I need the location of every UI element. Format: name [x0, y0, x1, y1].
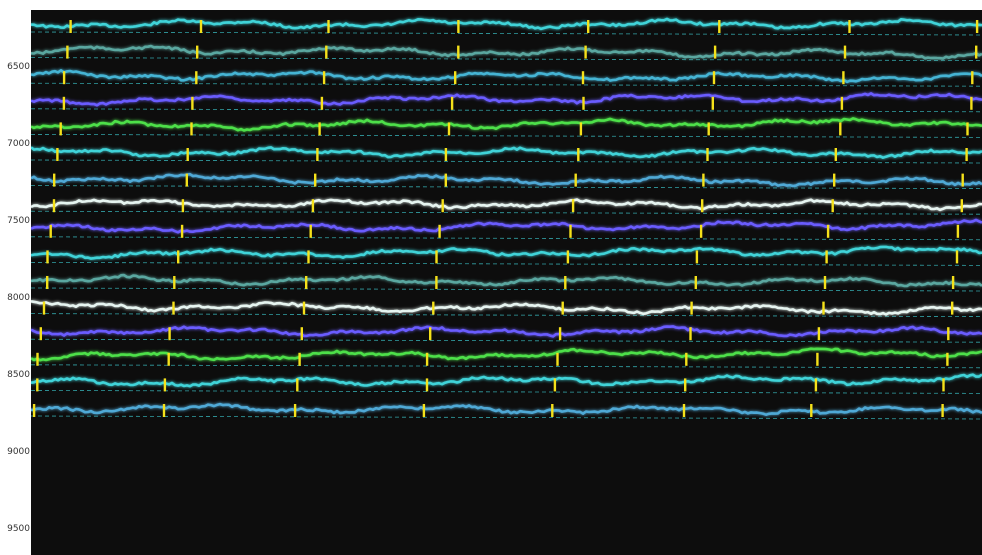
row-baseline — [31, 261, 982, 266]
row-trace — [31, 273, 982, 288]
row-baseline — [31, 287, 982, 292]
y-axis-tick-labels: 6500 7000 7500 8000 8500 9000 9500 — [0, 0, 34, 555]
row-trace — [31, 92, 982, 107]
row-baseline — [31, 210, 982, 215]
row-baseline — [31, 389, 982, 394]
row-baseline — [31, 108, 982, 113]
row-trace — [31, 69, 982, 84]
row-baseline — [31, 57, 982, 61]
row-baseline — [31, 31, 982, 36]
y-tick-label: 9000 — [7, 447, 30, 457]
row-trace — [31, 146, 982, 159]
row-baseline — [31, 82, 982, 87]
y-tick-label: 7500 — [7, 216, 30, 226]
raster-plot — [31, 10, 982, 555]
row-trace — [31, 245, 982, 260]
row-baseline — [31, 159, 982, 164]
row-trace — [31, 117, 982, 132]
row-trace — [31, 325, 982, 338]
row-trace — [31, 198, 982, 212]
row-baseline — [31, 415, 982, 420]
row-baseline — [31, 364, 982, 369]
row-baseline — [31, 134, 982, 138]
row-baseline — [31, 338, 982, 343]
row-trace — [31, 347, 982, 362]
row-trace — [31, 17, 982, 31]
y-tick-label: 6500 — [7, 62, 30, 72]
row-trace — [31, 172, 982, 188]
y-tick-label: 9500 — [7, 524, 30, 534]
y-tick-label: 7000 — [7, 139, 30, 149]
row-trace — [31, 402, 982, 416]
row-baseline — [31, 236, 982, 241]
row-trace — [31, 218, 982, 234]
row-trace — [31, 373, 982, 388]
row-baseline — [31, 185, 982, 190]
row-trace — [31, 44, 982, 60]
y-tick-label: 8500 — [7, 370, 30, 380]
y-tick-label: 8000 — [7, 293, 30, 303]
row-baseline — [31, 313, 982, 318]
